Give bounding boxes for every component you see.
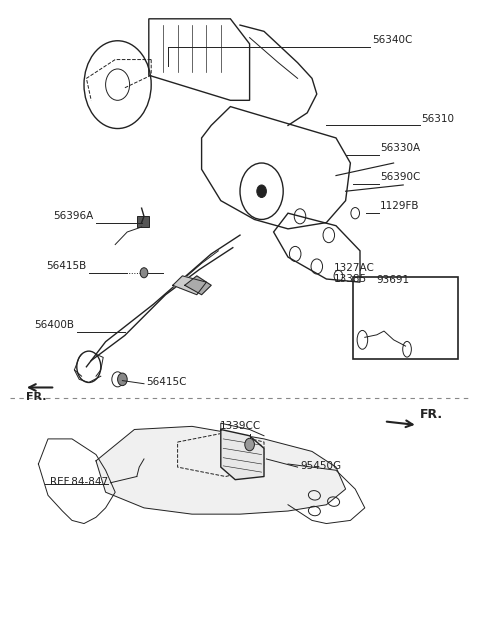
Text: REF.84-847: REF.84-847 bbox=[50, 477, 108, 487]
Text: 93691: 93691 bbox=[377, 275, 410, 285]
Circle shape bbox=[118, 373, 127, 386]
Text: 56400B: 56400B bbox=[35, 320, 74, 330]
Circle shape bbox=[140, 268, 148, 278]
Polygon shape bbox=[185, 276, 211, 295]
Text: 95450G: 95450G bbox=[300, 461, 341, 471]
Text: 1129FB: 1129FB bbox=[380, 201, 420, 211]
Text: 1327AC: 1327AC bbox=[334, 263, 374, 273]
Text: 56390C: 56390C bbox=[380, 172, 420, 182]
Text: 13385: 13385 bbox=[334, 274, 367, 284]
Text: 56340C: 56340C bbox=[372, 35, 412, 45]
Polygon shape bbox=[173, 276, 206, 295]
Text: FR.: FR. bbox=[420, 408, 443, 421]
Text: 56415B: 56415B bbox=[46, 261, 86, 271]
Text: FR.: FR. bbox=[26, 392, 47, 402]
Polygon shape bbox=[221, 429, 264, 480]
Circle shape bbox=[245, 438, 254, 451]
Circle shape bbox=[257, 185, 266, 198]
Text: 56396A: 56396A bbox=[53, 211, 94, 221]
Bar bbox=[353, 277, 458, 359]
Text: 56310: 56310 bbox=[421, 113, 455, 124]
Text: 56415C: 56415C bbox=[146, 377, 187, 387]
Bar bbox=[137, 216, 149, 227]
Text: 1339CC: 1339CC bbox=[219, 421, 261, 431]
Polygon shape bbox=[96, 426, 346, 514]
Text: 56330A: 56330A bbox=[380, 143, 420, 153]
